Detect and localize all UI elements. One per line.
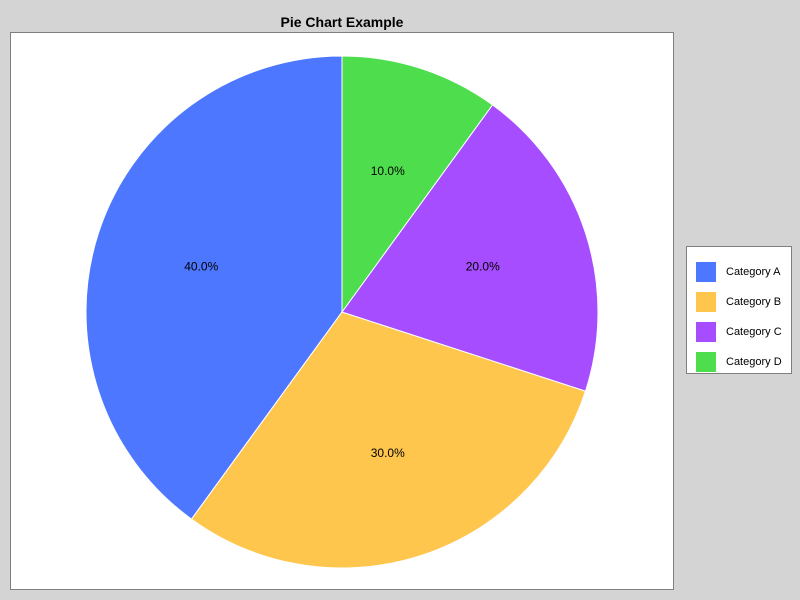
legend-item-category-a: Category A [687, 257, 791, 287]
legend-swatch [696, 322, 716, 342]
plot-area: 40.0% 30.0% 20.0% 10.0% [10, 32, 674, 590]
pie-slice-category-d [341, 55, 494, 314]
legend-item-category-d: Category D [687, 347, 791, 377]
slice-label-category-c: 20.0% [466, 259, 500, 273]
legend: Category A Category B Category C Category D [686, 246, 792, 374]
legend-label: Category D [726, 356, 782, 368]
pie-slice-category-b [190, 311, 587, 569]
legend-swatch [696, 262, 716, 282]
pie-chart: 40.0% 30.0% 20.0% 10.0% [85, 55, 599, 569]
legend-swatch [696, 352, 716, 372]
legend-item-category-b: Category B [687, 287, 791, 317]
pie-slice-category-a [85, 55, 343, 520]
legend-label: Category B [726, 296, 782, 308]
legend-swatch [696, 292, 716, 312]
slice-label-category-b: 30.0% [371, 446, 405, 460]
pie-slice-category-c [341, 104, 599, 392]
chart-title: Pie Chart Example [280, 14, 404, 30]
legend-label: Category A [726, 266, 781, 278]
legend-label: Category C [726, 326, 782, 338]
legend-item-category-c: Category C [687, 317, 791, 347]
slice-label-category-a: 40.0% [184, 259, 218, 273]
slice-label-category-d: 10.0% [371, 164, 405, 178]
